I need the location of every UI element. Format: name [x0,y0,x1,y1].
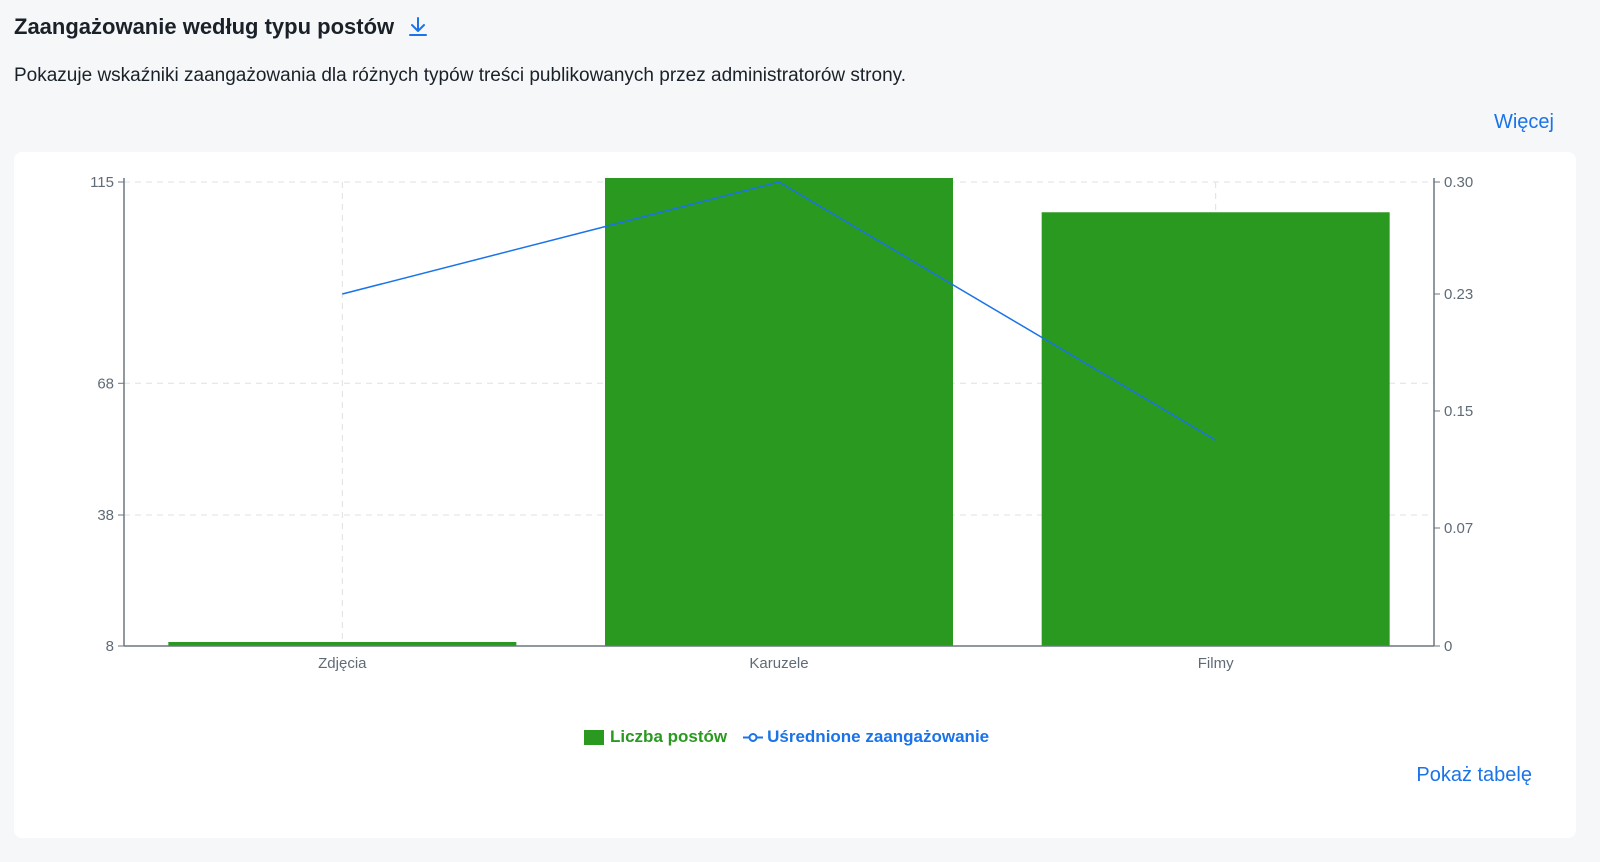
legend-line-swatch [743,732,764,742]
right-tick-label: 0.07 [1444,520,1473,537]
chart-title: Zaangażowanie według typu postów [14,14,395,39]
bar-filmy [1041,212,1390,646]
x-tick-label: Filmy [1198,655,1234,672]
left-tick-label: 68 [97,375,114,392]
left-tick-label: 115 [90,174,114,191]
chart-card: 115 68 38 8 0.30 0.23 0.15 0.07 0 Zdjęcia Karuzele… [14,152,1576,838]
x-tick-label: Zdjęcia [318,655,367,672]
chart-legend: Liczba postów Uśrednione zaangażowanie [584,727,1005,747]
left-tick-label: 38 [97,507,114,524]
legend-line-label: Uśrednione zaangażowanie [767,727,990,746]
bar-zdjęcia [168,642,517,646]
bar-karuzele [605,178,953,646]
combo-chart: 115 68 38 8 0.30 0.23 0.15 0.07 0 Zdjęcia Karuzele… [90,174,1473,672]
download-icon[interactable] [406,15,430,39]
right-tick-label: 0 [1444,638,1452,655]
chart-description: Pokazuje wskaźniki zaangażowania dla róż… [14,65,907,86]
left-tick-label: 8 [106,638,114,655]
x-tick-label: Karuzele [749,655,808,672]
right-tick-label: 0.30 [1444,174,1473,191]
legend-bar-swatch [584,729,604,745]
chart-header: Zaangażowanie według typu postów [14,14,430,40]
more-link[interactable]: Więcej [1493,111,1554,133]
show-table-link[interactable]: Pokaż tabelę [1416,764,1532,786]
right-tick-label: 0.15 [1444,403,1473,420]
legend-bar-label: Liczba postów [610,727,728,746]
right-tick-label: 0.23 [1444,286,1473,303]
legend-item-line[interactable]: Uśrednione zaangażowanie [743,727,989,747]
legend-item-bar[interactable]: Liczba postów [584,727,727,747]
